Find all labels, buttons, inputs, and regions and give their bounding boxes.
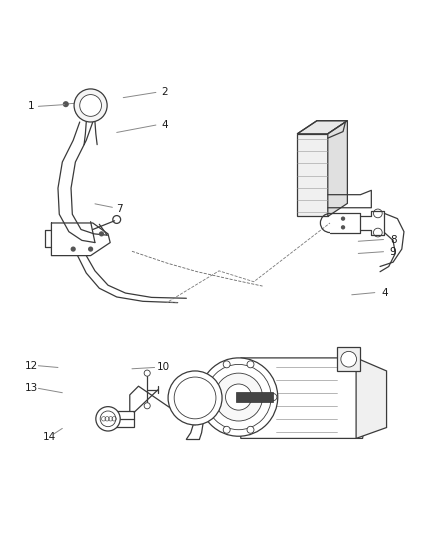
Text: 1: 1: [28, 101, 34, 111]
Circle shape: [74, 89, 107, 122]
Polygon shape: [297, 120, 347, 134]
Text: 8: 8: [390, 235, 396, 245]
Text: 13: 13: [25, 383, 38, 393]
Circle shape: [223, 426, 230, 433]
Circle shape: [96, 407, 120, 431]
Text: 14: 14: [42, 432, 56, 442]
Circle shape: [206, 365, 271, 430]
Circle shape: [226, 384, 252, 410]
Circle shape: [215, 373, 262, 421]
Circle shape: [100, 411, 116, 426]
Circle shape: [71, 246, 76, 252]
Bar: [110, 411, 134, 426]
Polygon shape: [356, 358, 387, 439]
Polygon shape: [328, 120, 347, 216]
Text: 4: 4: [381, 288, 388, 297]
Circle shape: [174, 377, 216, 419]
Polygon shape: [241, 358, 367, 439]
Text: 10: 10: [157, 362, 170, 373]
Circle shape: [200, 393, 207, 400]
Text: 2: 2: [161, 87, 168, 98]
Bar: [237, 392, 273, 402]
Circle shape: [247, 361, 254, 368]
Circle shape: [168, 371, 222, 425]
Circle shape: [88, 246, 93, 252]
Circle shape: [341, 225, 345, 230]
Text: 9: 9: [390, 247, 396, 257]
Text: 7: 7: [117, 204, 123, 214]
Circle shape: [341, 351, 357, 367]
Circle shape: [63, 101, 69, 107]
Circle shape: [80, 94, 102, 116]
Circle shape: [247, 426, 254, 433]
Polygon shape: [297, 134, 328, 216]
Text: 12: 12: [25, 361, 38, 371]
Circle shape: [199, 358, 278, 436]
Circle shape: [341, 216, 345, 221]
Circle shape: [223, 361, 230, 368]
Bar: [336, 347, 360, 371]
Circle shape: [99, 231, 104, 237]
Circle shape: [144, 403, 150, 409]
Circle shape: [270, 393, 277, 400]
Circle shape: [144, 370, 150, 376]
Text: 4: 4: [161, 120, 168, 130]
